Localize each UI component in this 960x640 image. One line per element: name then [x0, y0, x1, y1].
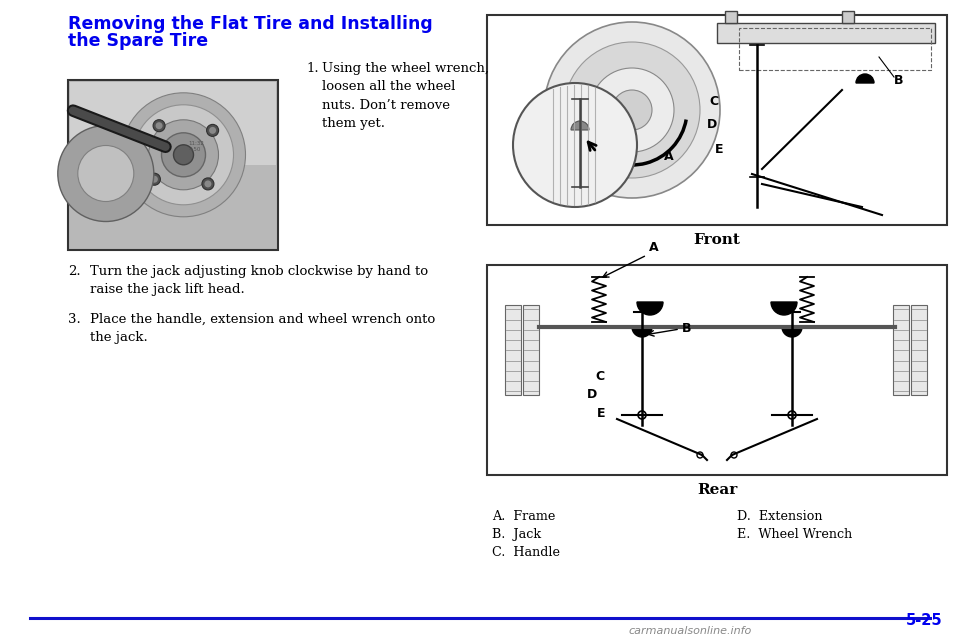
Text: Rear: Rear: [697, 483, 737, 497]
Circle shape: [149, 173, 160, 185]
Circle shape: [544, 22, 720, 198]
Circle shape: [58, 125, 154, 221]
Circle shape: [174, 145, 194, 164]
Text: Removing the Flat Tire and Installing: Removing the Flat Tire and Installing: [68, 15, 433, 33]
Text: the Spare Tire: the Spare Tire: [68, 32, 208, 50]
Circle shape: [612, 90, 652, 130]
Bar: [505, 305, 521, 395]
Text: carmanualsonline.info: carmanualsonline.info: [629, 626, 752, 636]
Text: E: E: [597, 407, 606, 420]
Wedge shape: [632, 327, 652, 337]
Text: 5-25: 5-25: [905, 613, 942, 628]
Circle shape: [161, 133, 205, 177]
Circle shape: [697, 452, 703, 458]
Circle shape: [78, 145, 133, 202]
Circle shape: [638, 411, 646, 419]
Text: A: A: [664, 150, 674, 163]
Bar: [487, 15, 947, 225]
Circle shape: [204, 180, 211, 188]
Text: 2.: 2.: [68, 265, 81, 278]
Text: C: C: [595, 370, 604, 383]
Circle shape: [153, 120, 165, 132]
Text: D: D: [587, 388, 597, 401]
Bar: [739, 28, 931, 70]
Circle shape: [209, 127, 216, 134]
Text: 11:32
4:50: 11:32 4:50: [188, 141, 204, 152]
Text: B: B: [682, 321, 691, 335]
Bar: [523, 305, 539, 395]
Bar: [725, 11, 737, 23]
Text: Front: Front: [693, 233, 740, 247]
Circle shape: [590, 68, 674, 152]
Text: B: B: [894, 74, 903, 86]
Bar: [893, 305, 909, 395]
Wedge shape: [782, 327, 802, 337]
Circle shape: [149, 120, 219, 190]
Bar: [842, 11, 854, 23]
Text: Place the handle, extension and wheel wrench onto
the jack.: Place the handle, extension and wheel wr…: [90, 313, 435, 344]
Text: D: D: [707, 118, 717, 131]
Wedge shape: [856, 74, 874, 83]
Bar: [717, 23, 935, 43]
Text: E: E: [715, 143, 724, 156]
Text: E.  Wheel Wrench: E. Wheel Wrench: [737, 528, 852, 541]
Wedge shape: [637, 302, 663, 315]
Text: 1.: 1.: [306, 62, 319, 75]
Text: B.  Jack: B. Jack: [492, 528, 541, 541]
Circle shape: [133, 105, 233, 205]
Circle shape: [202, 178, 214, 190]
Circle shape: [156, 122, 162, 129]
Wedge shape: [771, 302, 797, 315]
Bar: [911, 305, 927, 395]
Circle shape: [564, 42, 700, 178]
Wedge shape: [571, 121, 589, 130]
Text: A: A: [649, 241, 659, 254]
Bar: [70, 82, 276, 165]
Bar: [68, 80, 278, 250]
Circle shape: [513, 83, 637, 207]
Circle shape: [731, 452, 737, 458]
Text: A.  Frame: A. Frame: [492, 510, 556, 523]
Circle shape: [122, 93, 246, 217]
Text: C.  Handle: C. Handle: [492, 546, 560, 559]
Text: Turn the jack adjusting knob clockwise by hand to
raise the jack lift head.: Turn the jack adjusting knob clockwise b…: [90, 265, 428, 296]
Text: D.  Extension: D. Extension: [737, 510, 823, 523]
Text: 3.: 3.: [68, 313, 81, 326]
Text: Using the wheel wrench,
loosen all the wheel
nuts. Don’t remove
them yet.: Using the wheel wrench, loosen all the w…: [322, 62, 489, 131]
Circle shape: [151, 176, 157, 183]
Bar: [487, 265, 947, 475]
Circle shape: [788, 411, 796, 419]
Circle shape: [206, 124, 219, 136]
Text: C: C: [709, 95, 718, 108]
